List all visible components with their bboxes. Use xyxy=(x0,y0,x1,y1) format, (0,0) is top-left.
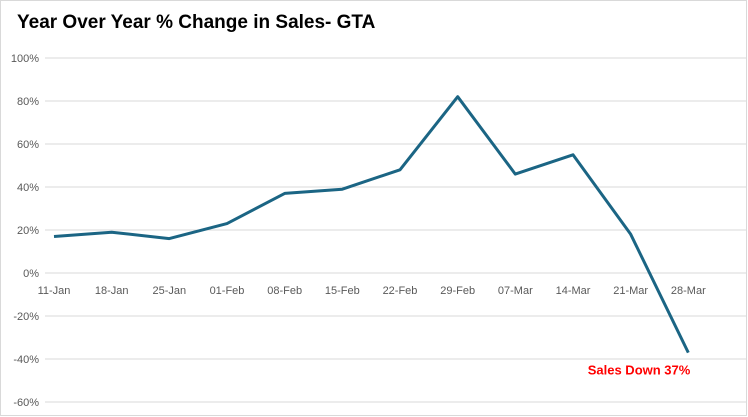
x-axis-tick-labels: 11-Jan 18-Jan 25-Jan 01-Feb 08-Feb 15-Feb 22-F… xyxy=(38,285,707,297)
y-tick-label: -40% xyxy=(13,354,39,366)
series-layer xyxy=(53,95,690,354)
x-tick-label: 01-Feb xyxy=(210,285,245,297)
y-tick-label: 0% xyxy=(23,268,39,280)
x-tick-label: 07-Mar xyxy=(498,285,533,297)
x-tick-label: 29-Feb xyxy=(440,285,475,297)
y-tick-label: 100% xyxy=(11,53,39,65)
y-tick-label: 20% xyxy=(17,225,39,237)
gridlines xyxy=(45,57,746,403)
y-tick-label: -20% xyxy=(13,311,39,323)
x-tick-label: 08-Feb xyxy=(267,285,302,297)
x-tick-label: 18-Jan xyxy=(95,285,129,297)
x-tick-label: 28-Mar xyxy=(671,285,706,297)
x-tick-label: 25-Jan xyxy=(153,285,187,297)
y-tick-label: -60% xyxy=(13,397,39,409)
x-tick-label: 21-Mar xyxy=(613,285,648,297)
chart-title: Year Over Year % Change in Sales- GTA xyxy=(17,12,376,33)
y-tick-label: 40% xyxy=(17,182,39,194)
sales-down-annotation: Sales Down 37% xyxy=(588,363,691,378)
x-tick-label: 15-Feb xyxy=(325,285,360,297)
y-tick-label: 60% xyxy=(17,139,39,151)
x-tick-label: 22-Feb xyxy=(383,285,418,297)
y-tick-label: 80% xyxy=(17,96,39,108)
series-line xyxy=(53,95,690,354)
x-tick-label: 11-Jan xyxy=(38,285,71,297)
y-axis-tick-labels: 100% 80% 60% 40% 20% 0% -20% -40% -60% xyxy=(11,53,39,409)
x-tick-label: 14-Mar xyxy=(556,285,591,297)
